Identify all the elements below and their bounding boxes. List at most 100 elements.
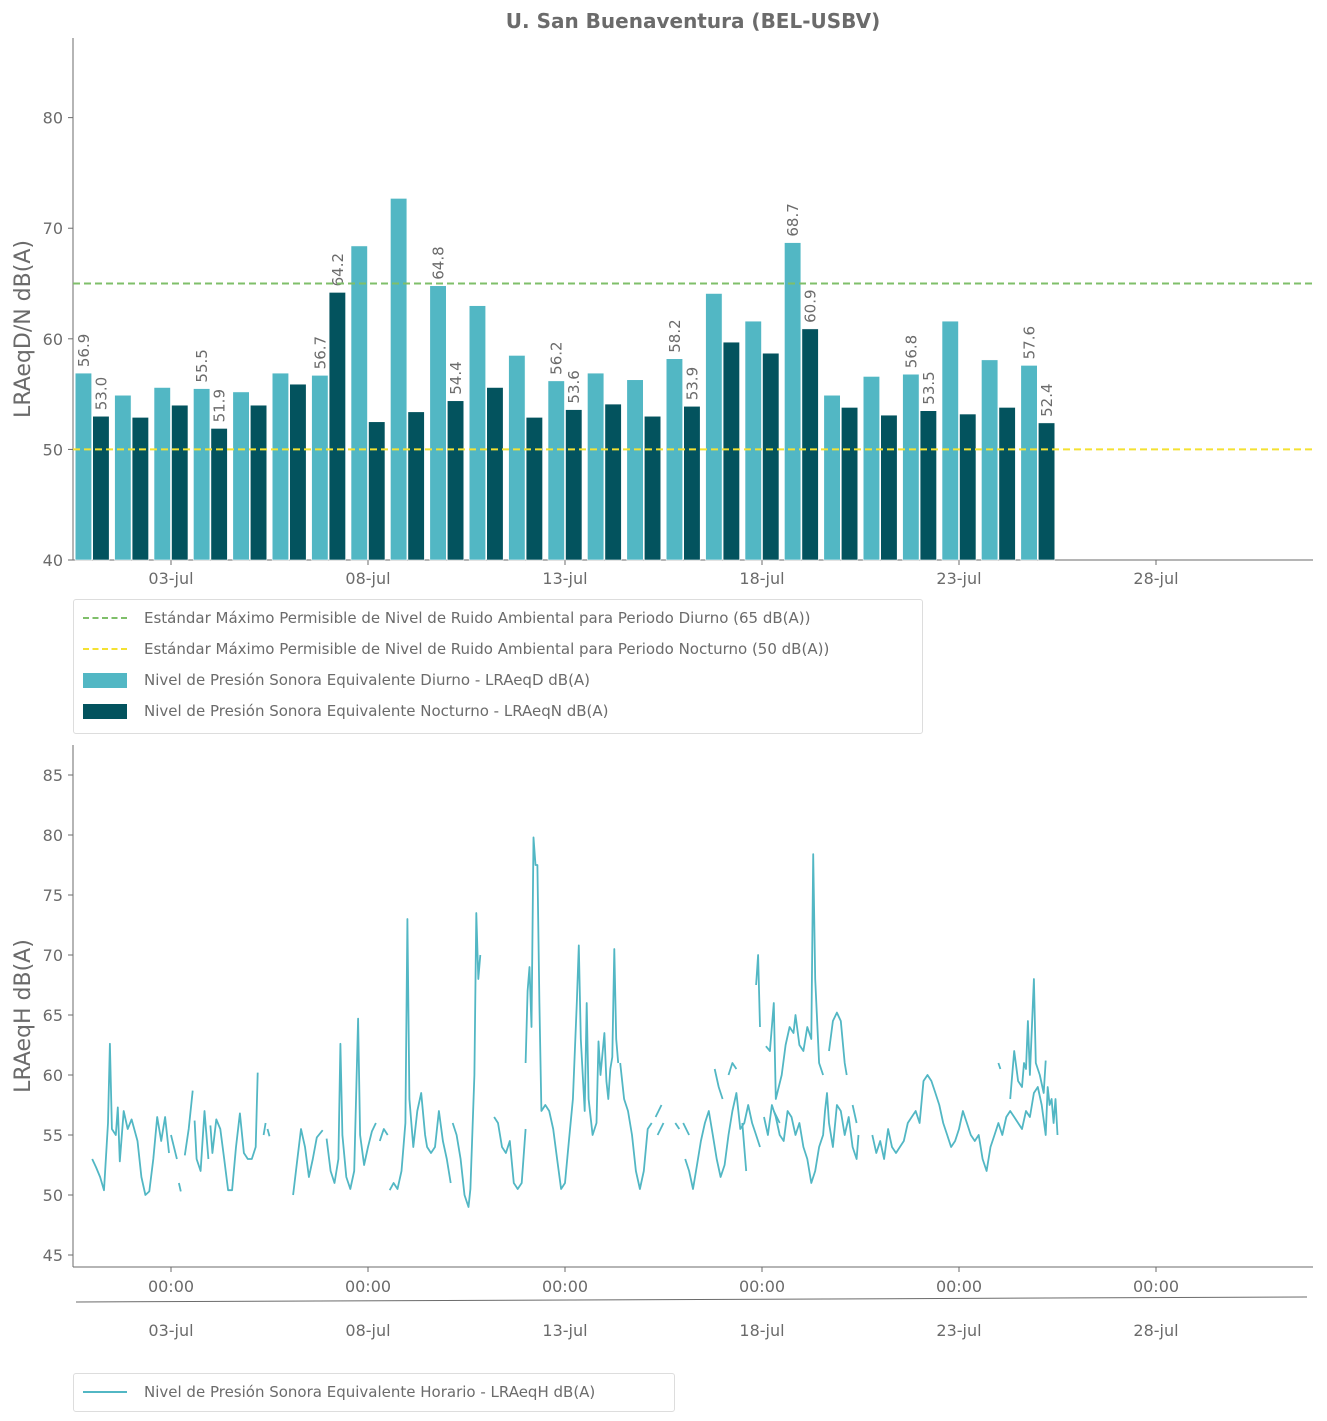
hourly-line-segment	[524, 836, 620, 1190]
hourly-line-segment	[684, 1092, 761, 1190]
bar-value-label-day: 56.9	[75, 334, 93, 367]
hourly-line-segment	[682, 1122, 690, 1136]
bar-night	[762, 352, 780, 561]
bar-night	[328, 292, 346, 561]
hourly-line-segment	[674, 1122, 681, 1130]
bottom-legend: Nivel de Presión Sonora Equivalente Hora…	[73, 1373, 675, 1412]
bar-value-label-night: 53.5	[920, 371, 938, 404]
bar-night	[486, 387, 504, 561]
x-tick-label: 00:00	[1133, 1277, 1179, 1296]
top-legend: Estándar Máximo Permisible de Nivel de R…	[73, 599, 923, 734]
bar-night	[801, 328, 819, 561]
legend-item-night-bars: Nivel de Presión Sonora Equivalente Noct…	[74, 696, 922, 727]
hourly-line-segment	[178, 1182, 182, 1192]
bar-day	[114, 394, 132, 561]
bar-day	[941, 320, 959, 561]
y-tick-label: 45	[43, 1246, 63, 1265]
legend-label-night-bars: Nivel de Presión Sonora Equivalente Noct…	[144, 702, 609, 720]
hourly-line-chart: 45 50 55 60 65 70 75 80 85 LRAeqH dB(A) 00:00 00:00…	[11, 745, 1313, 1340]
secondary-x-tick-label: 28-jul	[1133, 1321, 1178, 1340]
bar-day	[508, 355, 526, 561]
bar-night	[604, 403, 622, 561]
hourly-line-segment	[193, 1110, 210, 1172]
bar-night	[880, 414, 898, 561]
bar-day	[784, 242, 802, 561]
bar-value-label-night: 53.9	[683, 367, 701, 400]
bar-day	[390, 198, 408, 561]
secondary-x-tick-label: 03-jul	[148, 1321, 193, 1340]
x-tick-label: 00:00	[345, 1277, 391, 1296]
x-tick-label: 00:00	[148, 1277, 194, 1296]
bar-value-label-day: 56.7	[311, 336, 329, 369]
x-tick-label: 23-jul	[936, 569, 981, 588]
hourly-line-segment	[388, 918, 452, 1191]
y-tick-label: 70	[43, 946, 63, 965]
x-tick-label: 00:00	[936, 1277, 982, 1296]
y-tick-label: 70	[43, 219, 63, 238]
bar-day	[981, 359, 999, 561]
y-tick-label: 65	[43, 1006, 63, 1025]
hourly-line-segment	[209, 1072, 259, 1192]
hourly-line-segment	[451, 912, 482, 1208]
x-tick-label: 13-jul	[542, 569, 587, 588]
bar-night	[525, 417, 543, 561]
bar-day	[547, 380, 565, 561]
secondary-x-tick-label: 13-jul	[542, 1321, 587, 1340]
legend-label-night-limit: Estándar Máximo Permisible de Nivel de R…	[144, 640, 830, 658]
bar-value-label-night: 53.0	[92, 377, 110, 410]
bar-value-label-day: 55.5	[193, 349, 211, 382]
bar-night	[210, 428, 228, 561]
legend-label-day-limit: Estándar Máximo Permisible de Nivel de R…	[144, 609, 811, 627]
bar-night	[840, 407, 859, 561]
legend-label-hourly: Nivel de Presión Sonora Equivalente Hora…	[144, 1383, 596, 1401]
bar-day	[193, 388, 211, 561]
chart-title: U. San Buenaventura (BEL-USBV)	[506, 9, 880, 33]
bar-night	[998, 407, 1016, 561]
bar-day	[153, 387, 171, 561]
y-axis-title: LRAeqD/N dB(A)	[11, 240, 36, 418]
hourly-line-segment	[325, 1017, 377, 1190]
hourly-line-segment	[741, 1122, 748, 1172]
bar-day	[74, 372, 92, 561]
x-tick-label: 00:00	[542, 1277, 588, 1296]
bar-day	[232, 391, 250, 561]
bar-night	[959, 413, 977, 561]
hourly-line-segment	[851, 1104, 858, 1124]
y-tick-label: 75	[43, 886, 63, 905]
y-tick-label: 80	[43, 826, 63, 845]
bar-value-label-night: 60.9	[802, 289, 820, 322]
bar-value-label-night: 52.4	[1038, 383, 1056, 416]
secondary-x-tick-label: 08-jul	[345, 1321, 390, 1340]
bar-night	[171, 404, 189, 561]
y-tick-label: 60	[43, 1066, 63, 1085]
daily-bar-chart: 40 50 60 70 80 LRAeqD/N dB(A) 03-jul 08-jul 13-j…	[11, 38, 1313, 588]
bar-day	[862, 376, 881, 561]
bar-day	[823, 394, 841, 561]
x-tick-label: 18-jul	[739, 569, 784, 588]
hourly-line-segment	[619, 1062, 653, 1190]
y-tick-label: 40	[43, 551, 63, 570]
bar-day	[587, 372, 605, 561]
hourly-line-segment	[266, 1128, 271, 1137]
x-tick-label: 28-jul	[1133, 569, 1178, 588]
bar-night	[643, 415, 662, 561]
bar-day	[311, 375, 329, 561]
bar-value-label-day: 56.8	[902, 335, 920, 368]
secondary-x-tick-label: 23-jul	[936, 1321, 981, 1340]
hourly-line-segment	[170, 1134, 178, 1160]
legend-patch-night	[83, 704, 127, 719]
bar-value-label-day: 57.6	[1021, 326, 1039, 359]
bar-value-label-night: 54.4	[447, 361, 465, 394]
bar-value-label-night: 53.6	[565, 370, 583, 403]
hourly-line-segment	[763, 1092, 860, 1184]
bar-night	[919, 410, 937, 561]
bar-night	[407, 411, 425, 561]
x-tick-label: 08-jul	[345, 569, 390, 588]
hourly-line-segment	[262, 1122, 267, 1136]
y-tick-label: 85	[43, 766, 63, 785]
legend-patch-day	[83, 673, 127, 688]
legend-item-night-limit: Estándar Máximo Permisible de Nivel de R…	[74, 634, 922, 665]
legend-item-hourly: Nivel de Presión Sonora Equivalente Hora…	[74, 1377, 674, 1408]
x-tick-label: 00:00	[739, 1277, 785, 1296]
